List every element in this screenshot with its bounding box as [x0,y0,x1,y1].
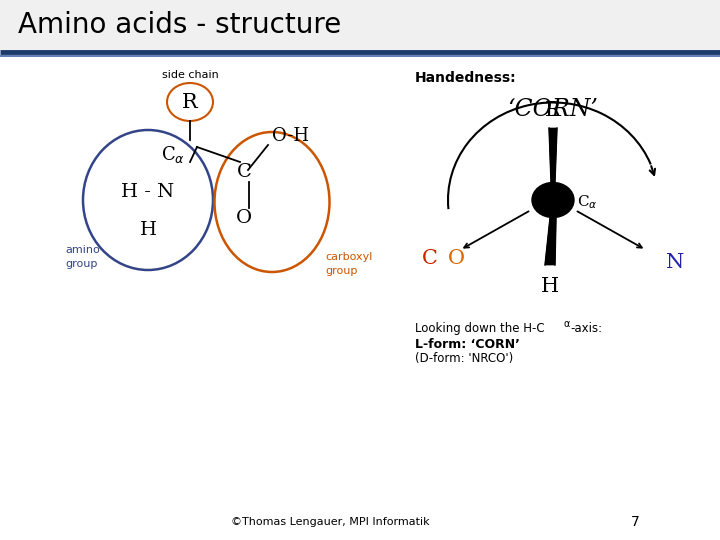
Text: Looking down the H-C: Looking down the H-C [415,322,544,335]
Bar [0,0,720,50]
Text: H - N: H - N [122,183,174,201]
Text: R: R [545,100,561,119]
Text: 7: 7 [631,515,639,529]
Text: O: O [236,209,252,227]
Text: ©Thomas Lengauer, MPI Informatik: ©Thomas Lengauer, MPI Informatik [230,517,429,527]
Text: C: C [237,163,251,181]
Polygon shape [549,128,557,182]
Text: L-form: ‘CORN’: L-form: ‘CORN’ [415,338,520,351]
Text: side chain: side chain [161,70,218,80]
Text: (D-form: 'NRCO'): (D-form: 'NRCO') [415,352,513,365]
Text: amino
group: amino group [65,245,100,268]
Text: Handedness:: Handedness: [415,71,517,85]
Ellipse shape [532,183,574,218]
Text: carboxyl
group: carboxyl group [325,252,372,275]
Text: O: O [448,248,465,267]
Text: H: H [140,221,156,239]
Text: Amino acids - structure: Amino acids - structure [18,11,341,39]
Text: -axis:: -axis: [570,322,602,335]
Text: O-H: O-H [272,127,309,145]
Text: R: R [182,92,198,111]
Polygon shape [545,218,556,265]
Text: ‘CORN’: ‘CORN’ [508,98,598,122]
Text: C$_{\alpha}$: C$_{\alpha}$ [577,193,598,211]
Text: C: C [422,248,438,267]
Text: H: H [541,278,559,296]
Text: α: α [563,319,570,329]
Text: C$_{\alpha}$: C$_{\alpha}$ [161,144,185,165]
Text: N: N [666,253,684,272]
